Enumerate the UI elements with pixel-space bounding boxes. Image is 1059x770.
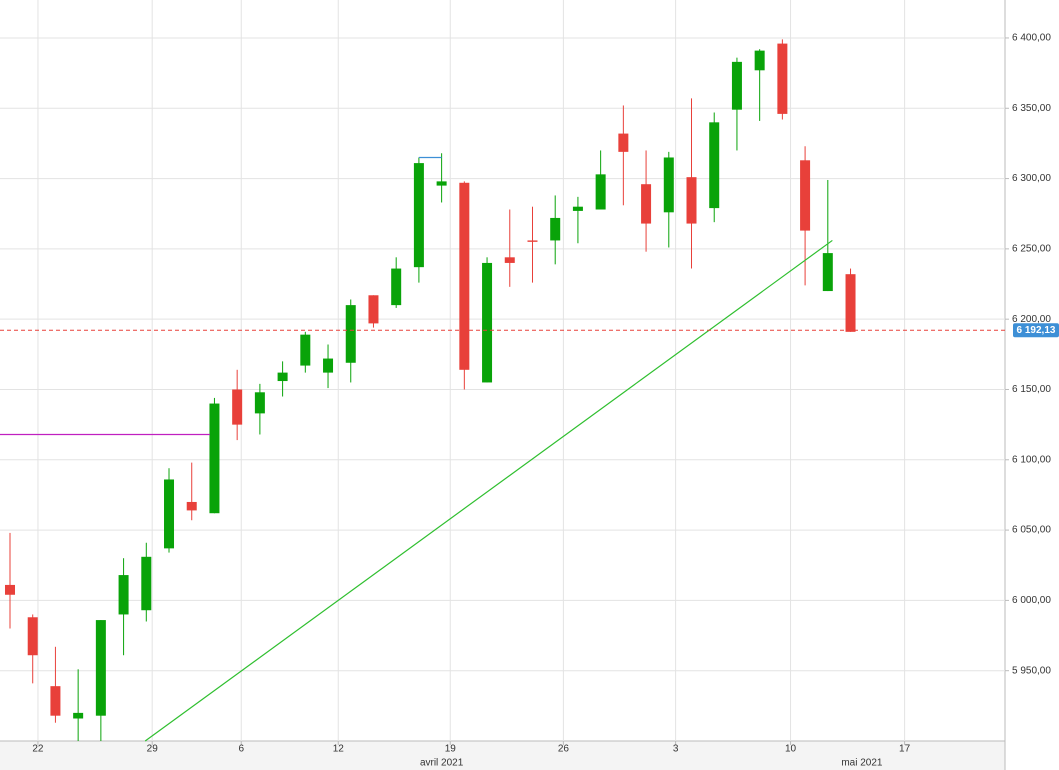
last-price-label: 6 192,13 (1017, 325, 1056, 336)
x-tick-label: 19 (445, 744, 457, 755)
candle-body (709, 122, 720, 209)
candle-body (141, 556, 152, 611)
y-tick-label: 6 300,00 (1012, 173, 1051, 184)
y-tick-label: 6 250,00 (1012, 244, 1051, 255)
candle-body (186, 501, 197, 511)
y-tick-label: 6 400,00 (1012, 33, 1051, 44)
x-tick-label: 12 (333, 744, 345, 755)
candle-body (4, 584, 15, 595)
candle-body (277, 372, 288, 382)
y-tick-label: 5 950,00 (1012, 665, 1051, 676)
candle-body (368, 295, 379, 324)
candle-body (504, 257, 515, 263)
y-tick-label: 6 050,00 (1012, 525, 1051, 536)
last-price-box (1013, 323, 1059, 338)
month-label: mai 2021 (841, 758, 883, 769)
x-tick-label: 10 (785, 744, 797, 755)
candle-body (413, 163, 424, 268)
candle-body (323, 358, 334, 373)
x-axis-strip (0, 741, 1005, 770)
candle-body (391, 268, 402, 306)
drawn-line (144, 239, 833, 742)
candle-body (686, 177, 697, 224)
candle-body (641, 184, 652, 224)
x-tick-label: 17 (899, 744, 911, 755)
candle-body (527, 240, 538, 242)
candle-body (345, 305, 356, 363)
y-tick-label: 6 000,00 (1012, 595, 1051, 606)
x-tick-label: 6 (238, 744, 244, 755)
x-tick-label: 29 (147, 744, 159, 755)
y-tick-label: 6 150,00 (1012, 384, 1051, 395)
y-tick-label: 6 100,00 (1012, 454, 1051, 465)
candle-body (731, 61, 742, 110)
candle-body (572, 206, 583, 211)
candle-body (550, 217, 561, 241)
candle-body (754, 50, 765, 71)
x-tick-label: 26 (558, 744, 570, 755)
candle-body (436, 181, 447, 186)
x-tick-label: 22 (32, 744, 44, 755)
candle-body (254, 392, 265, 414)
candle-body (73, 712, 84, 719)
candle-body (27, 617, 38, 656)
candle-body (800, 160, 811, 231)
candle-body (822, 253, 833, 292)
y-tick-label: 6 200,00 (1012, 314, 1051, 325)
candle-body (232, 389, 243, 425)
y-tick-label: 6 350,00 (1012, 103, 1051, 114)
x-tick-label: 3 (673, 744, 679, 755)
candle-body (300, 334, 311, 366)
month-label: avril 2021 (420, 758, 464, 769)
candle-body (777, 43, 788, 114)
candle-body (459, 182, 470, 370)
candle-body (663, 157, 674, 213)
candle-body (618, 133, 629, 152)
candle-body (845, 274, 856, 332)
candle-body (95, 620, 106, 716)
candle-body (209, 403, 220, 514)
candle-body (50, 686, 61, 716)
candle-body (118, 575, 129, 615)
candle-body (595, 174, 606, 210)
candle-body (482, 262, 493, 383)
candle-body (164, 479, 175, 549)
